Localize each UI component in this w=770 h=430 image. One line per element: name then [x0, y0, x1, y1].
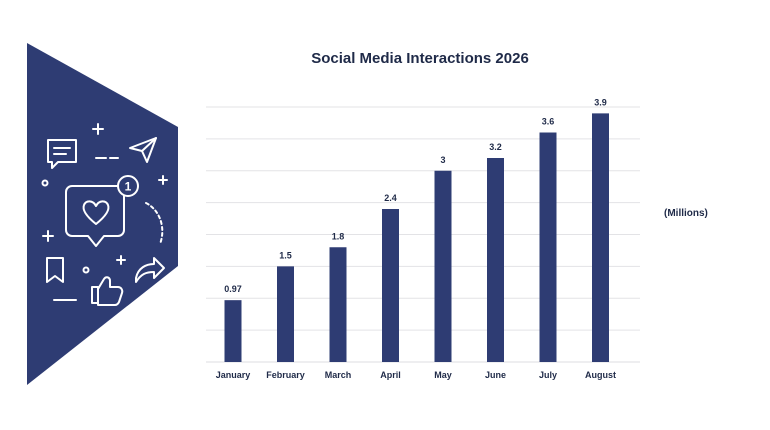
value-label-march: 1.8 — [332, 231, 345, 241]
gridlines — [206, 106, 640, 363]
thumbs-up-icon — [91, 276, 124, 306]
category-label-march: March — [325, 370, 352, 380]
bar-january — [224, 300, 242, 362]
bar-june — [487, 158, 504, 362]
chat-bubble-icon — [47, 139, 77, 169]
category-label-july: July — [539, 370, 557, 380]
notification-badge-count: 1 — [125, 180, 132, 194]
chart-title: Social Media Interactions 2026 — [311, 50, 529, 67]
category-label-february: February — [266, 370, 305, 380]
value-label-july: 3.6 — [542, 117, 555, 127]
value-label-january: 0.97 — [224, 284, 242, 294]
bars — [224, 113, 609, 362]
category-label-april: April — [380, 370, 401, 380]
bar-april — [382, 209, 399, 362]
bar-may — [434, 170, 452, 362]
category-labels: January February March April May June July Augu… — [216, 370, 616, 380]
category-label-august: August — [585, 370, 616, 380]
value-label-june: 3.2 — [489, 142, 502, 152]
bar-july — [539, 132, 557, 362]
dot-icon — [41, 179, 90, 274]
notification-badge-icon: 1 — [117, 175, 139, 197]
value-label-april: 2.4 — [384, 193, 397, 203]
value-labels: 0.97 1.5 1.8 2.4 3 3.2 3.6 3.9 — [224, 97, 607, 294]
dashed-arc — [145, 202, 164, 245]
social-banner: 1 — [27, 43, 178, 385]
dash-decoration — [53, 157, 119, 301]
value-label-may: 3 — [440, 155, 445, 165]
share-icon — [135, 257, 165, 283]
send-icon — [129, 137, 157, 163]
category-label-may: May — [434, 370, 452, 380]
value-label-august: 3.9 — [594, 97, 607, 107]
unit-label: (Millions) — [664, 208, 708, 219]
value-label-february: 1.5 — [279, 250, 292, 260]
bookmark-icon — [46, 257, 64, 283]
bar-august — [592, 113, 609, 362]
bar-february — [277, 266, 294, 362]
bar-march — [329, 247, 347, 362]
plus-icon — [42, 123, 168, 265]
category-label-january: January — [216, 370, 251, 380]
category-label-june: June — [485, 370, 506, 380]
